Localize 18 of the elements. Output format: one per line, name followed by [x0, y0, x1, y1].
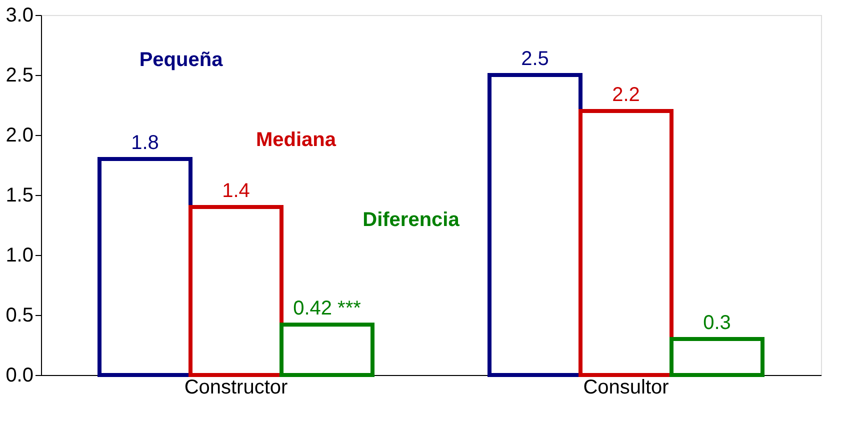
x-tick-label: Consultor [583, 376, 670, 398]
data-label: 0.3 [703, 312, 731, 334]
data-label: 1.4 [222, 180, 250, 202]
y-tick-label: 0.0 [6, 364, 34, 386]
data-label: 2.2 [612, 84, 640, 106]
text: Pequeña [139, 49, 224, 71]
text: Diferencia [362, 209, 460, 231]
y-tick-label: 0.5 [6, 304, 34, 326]
y-tick-label: 1.0 [6, 244, 34, 266]
data-label: 0.42 *** [293, 298, 362, 320]
y-tick-label: 3.0 [6, 4, 34, 26]
y-tick-label: 1.5 [6, 184, 34, 206]
text: Mediana [256, 129, 337, 151]
data-label: 1.8 [131, 132, 159, 154]
x-tick-label: Constructor [184, 376, 288, 398]
y-tick-label: 2.5 [6, 64, 34, 86]
y-tick-label: 2.0 [6, 124, 34, 146]
data-label: 2.5 [521, 48, 549, 70]
